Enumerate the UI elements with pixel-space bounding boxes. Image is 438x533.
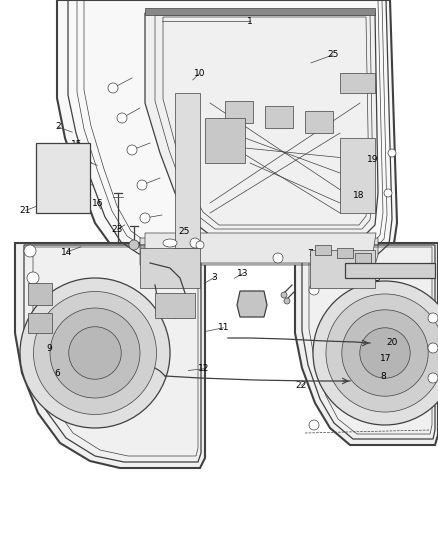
Circle shape <box>245 298 259 312</box>
Text: 6: 6 <box>54 369 60 377</box>
Text: 8: 8 <box>380 372 386 381</box>
Text: 2: 2 <box>55 123 60 131</box>
Text: 4: 4 <box>170 248 176 256</box>
Polygon shape <box>145 13 378 235</box>
Polygon shape <box>345 263 435 278</box>
Polygon shape <box>140 238 378 265</box>
Polygon shape <box>28 313 52 333</box>
Circle shape <box>117 113 127 123</box>
Circle shape <box>428 313 438 323</box>
Circle shape <box>127 145 137 155</box>
Text: 13: 13 <box>237 269 249 278</box>
Circle shape <box>20 278 170 428</box>
Text: 15: 15 <box>71 140 82 149</box>
Circle shape <box>140 213 150 223</box>
Polygon shape <box>337 248 353 258</box>
Circle shape <box>309 420 319 430</box>
Text: 25: 25 <box>327 51 339 59</box>
Text: 1: 1 <box>247 17 253 26</box>
Circle shape <box>240 306 248 314</box>
Text: 21: 21 <box>20 206 31 215</box>
Polygon shape <box>145 8 375 15</box>
Text: 18: 18 <box>353 191 365 200</box>
Circle shape <box>137 180 147 190</box>
Polygon shape <box>140 248 200 288</box>
Circle shape <box>190 238 200 248</box>
Polygon shape <box>57 0 397 261</box>
Ellipse shape <box>163 239 177 247</box>
Text: 23: 23 <box>112 225 123 233</box>
Text: 3: 3 <box>212 273 218 281</box>
Circle shape <box>50 308 140 398</box>
Circle shape <box>326 294 438 412</box>
Circle shape <box>33 292 156 415</box>
Text: 25: 25 <box>178 227 190 236</box>
Polygon shape <box>237 291 267 317</box>
Circle shape <box>284 298 290 304</box>
Circle shape <box>27 272 39 284</box>
Circle shape <box>248 293 256 301</box>
Text: 16: 16 <box>92 199 103 207</box>
Circle shape <box>24 245 36 257</box>
Text: 11: 11 <box>218 324 229 332</box>
Circle shape <box>428 343 438 353</box>
Circle shape <box>309 285 319 295</box>
Polygon shape <box>205 118 245 163</box>
Polygon shape <box>355 253 371 263</box>
Polygon shape <box>155 293 195 318</box>
Text: 7: 7 <box>307 249 313 257</box>
Polygon shape <box>28 283 52 305</box>
Circle shape <box>108 83 118 93</box>
Polygon shape <box>15 243 205 468</box>
Circle shape <box>129 240 139 250</box>
Text: 22: 22 <box>296 381 307 390</box>
Circle shape <box>69 327 121 379</box>
Polygon shape <box>36 143 90 213</box>
Polygon shape <box>310 250 375 288</box>
Polygon shape <box>265 106 293 128</box>
Circle shape <box>388 149 396 157</box>
Circle shape <box>273 253 283 263</box>
Text: 19: 19 <box>367 156 378 164</box>
Circle shape <box>360 328 410 378</box>
Text: 24: 24 <box>77 177 88 185</box>
Circle shape <box>313 281 438 425</box>
Text: 14: 14 <box>61 248 72 256</box>
Circle shape <box>428 373 438 383</box>
Text: 9: 9 <box>46 344 52 352</box>
Text: 5: 5 <box>374 274 380 282</box>
Text: 10: 10 <box>194 69 205 78</box>
Polygon shape <box>340 73 375 93</box>
Circle shape <box>342 310 428 396</box>
Text: 17: 17 <box>380 354 391 363</box>
Polygon shape <box>175 93 200 248</box>
Circle shape <box>196 241 204 249</box>
Circle shape <box>281 292 287 298</box>
Text: 20: 20 <box>386 338 398 346</box>
Polygon shape <box>225 101 253 123</box>
Polygon shape <box>295 243 438 445</box>
Polygon shape <box>315 245 331 255</box>
Circle shape <box>165 295 185 315</box>
Text: 12: 12 <box>198 365 209 373</box>
Circle shape <box>384 189 392 197</box>
Text: 24: 24 <box>81 157 92 166</box>
Circle shape <box>256 306 264 314</box>
Polygon shape <box>305 111 333 133</box>
Polygon shape <box>340 138 375 213</box>
Polygon shape <box>145 233 376 263</box>
